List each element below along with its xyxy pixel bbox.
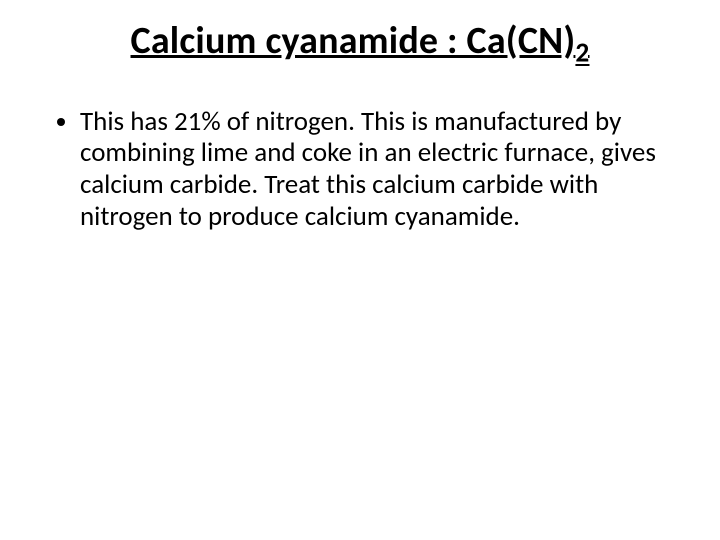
list-item: This has 21% of nitrogen. This is manufa…	[80, 106, 670, 233]
list-item-text: This has 21% of nitrogen. This is manufa…	[80, 105, 656, 234]
title-text: Calcium cyanamide : Ca(CN)	[131, 18, 576, 64]
title-subscript: 2	[575, 37, 589, 70]
body-list: This has 21% of nitrogen. This is manufa…	[40, 106, 680, 233]
slide: Calcium cyanamide : Ca(CN)2 This has 21%…	[0, 0, 720, 540]
slide-title: Calcium cyanamide : Ca(CN)2	[40, 18, 680, 70]
